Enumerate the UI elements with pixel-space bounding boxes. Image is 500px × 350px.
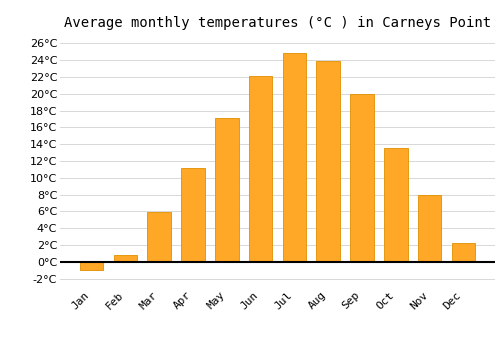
Bar <box>148 212 171 262</box>
Bar <box>181 168 205 262</box>
Bar <box>114 255 137 262</box>
Bar <box>215 118 238 262</box>
Bar <box>282 54 306 262</box>
Title: Average monthly temperatures (°C ) in Carneys Point: Average monthly temperatures (°C ) in Ca… <box>64 16 491 30</box>
Bar <box>249 76 272 262</box>
Bar <box>418 195 442 262</box>
Bar <box>384 148 407 262</box>
Bar <box>452 243 475 262</box>
Bar <box>316 61 340 262</box>
Bar <box>80 262 104 270</box>
Bar <box>350 94 374 262</box>
